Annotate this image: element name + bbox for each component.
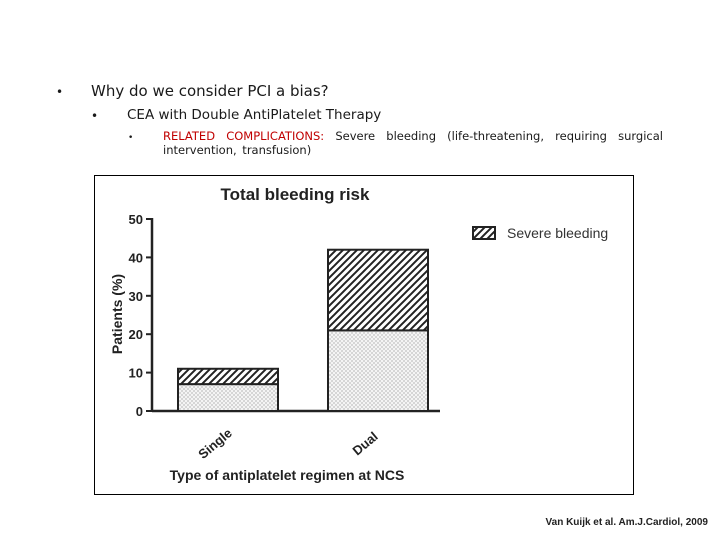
y-tick-label: 0 [136, 404, 143, 419]
slide-bullet-level2: CEA with Double AntiPlatelet Therapy [127, 107, 382, 123]
y-tick-label: 20 [129, 327, 143, 342]
bar-dual-other-bleeding [327, 329, 429, 412]
complications-label: RELATED COMPLICATIONS: [163, 129, 325, 143]
bleeding-risk-chart: Total bleeding risk Patients (%) Type of… [109, 185, 608, 483]
y-axis-label: Patients (%) [109, 274, 125, 354]
plot-area: 0 10 20 30 40 50 Single Dual [129, 212, 440, 462]
y-tick-label: 50 [129, 212, 143, 227]
chart-legend: Severe bleeding [472, 225, 608, 241]
legend-swatch [472, 226, 496, 240]
bullet-level3: • [128, 133, 134, 143]
y-tick-label: 30 [129, 289, 143, 304]
bar-single-other-bleeding [177, 383, 279, 412]
slide-bullet-level1: Why do we consider PCI a bias? [91, 82, 329, 100]
y-tick-label: 10 [129, 366, 143, 381]
bullet-level1: • [56, 85, 64, 99]
bar-single-severe-bleeding [177, 367, 279, 386]
slide-bullet-level3: RELATED COMPLICATIONS: Severe bleeding (… [163, 129, 663, 157]
bar-dual-severe-bleeding [327, 248, 429, 332]
y-tick-label: 40 [129, 250, 143, 265]
citation: Van Kuijk et al. Am.J.Cardiol, 2009 [545, 517, 708, 528]
chart-container: Total bleeding risk Patients (%) Type of… [94, 175, 634, 495]
chart-title: Total bleeding risk [221, 185, 370, 204]
x-axis-label: Type of antiplatelet regimen at NCS [170, 467, 405, 483]
complications-detail: Severe bleeding (life-threatening, requi… [163, 129, 663, 157]
bullet-level2: • [91, 109, 99, 123]
legend-label: Severe bleeding [507, 225, 608, 241]
x-tick-label: Single [195, 425, 235, 462]
x-tick-label: Dual [349, 429, 380, 459]
